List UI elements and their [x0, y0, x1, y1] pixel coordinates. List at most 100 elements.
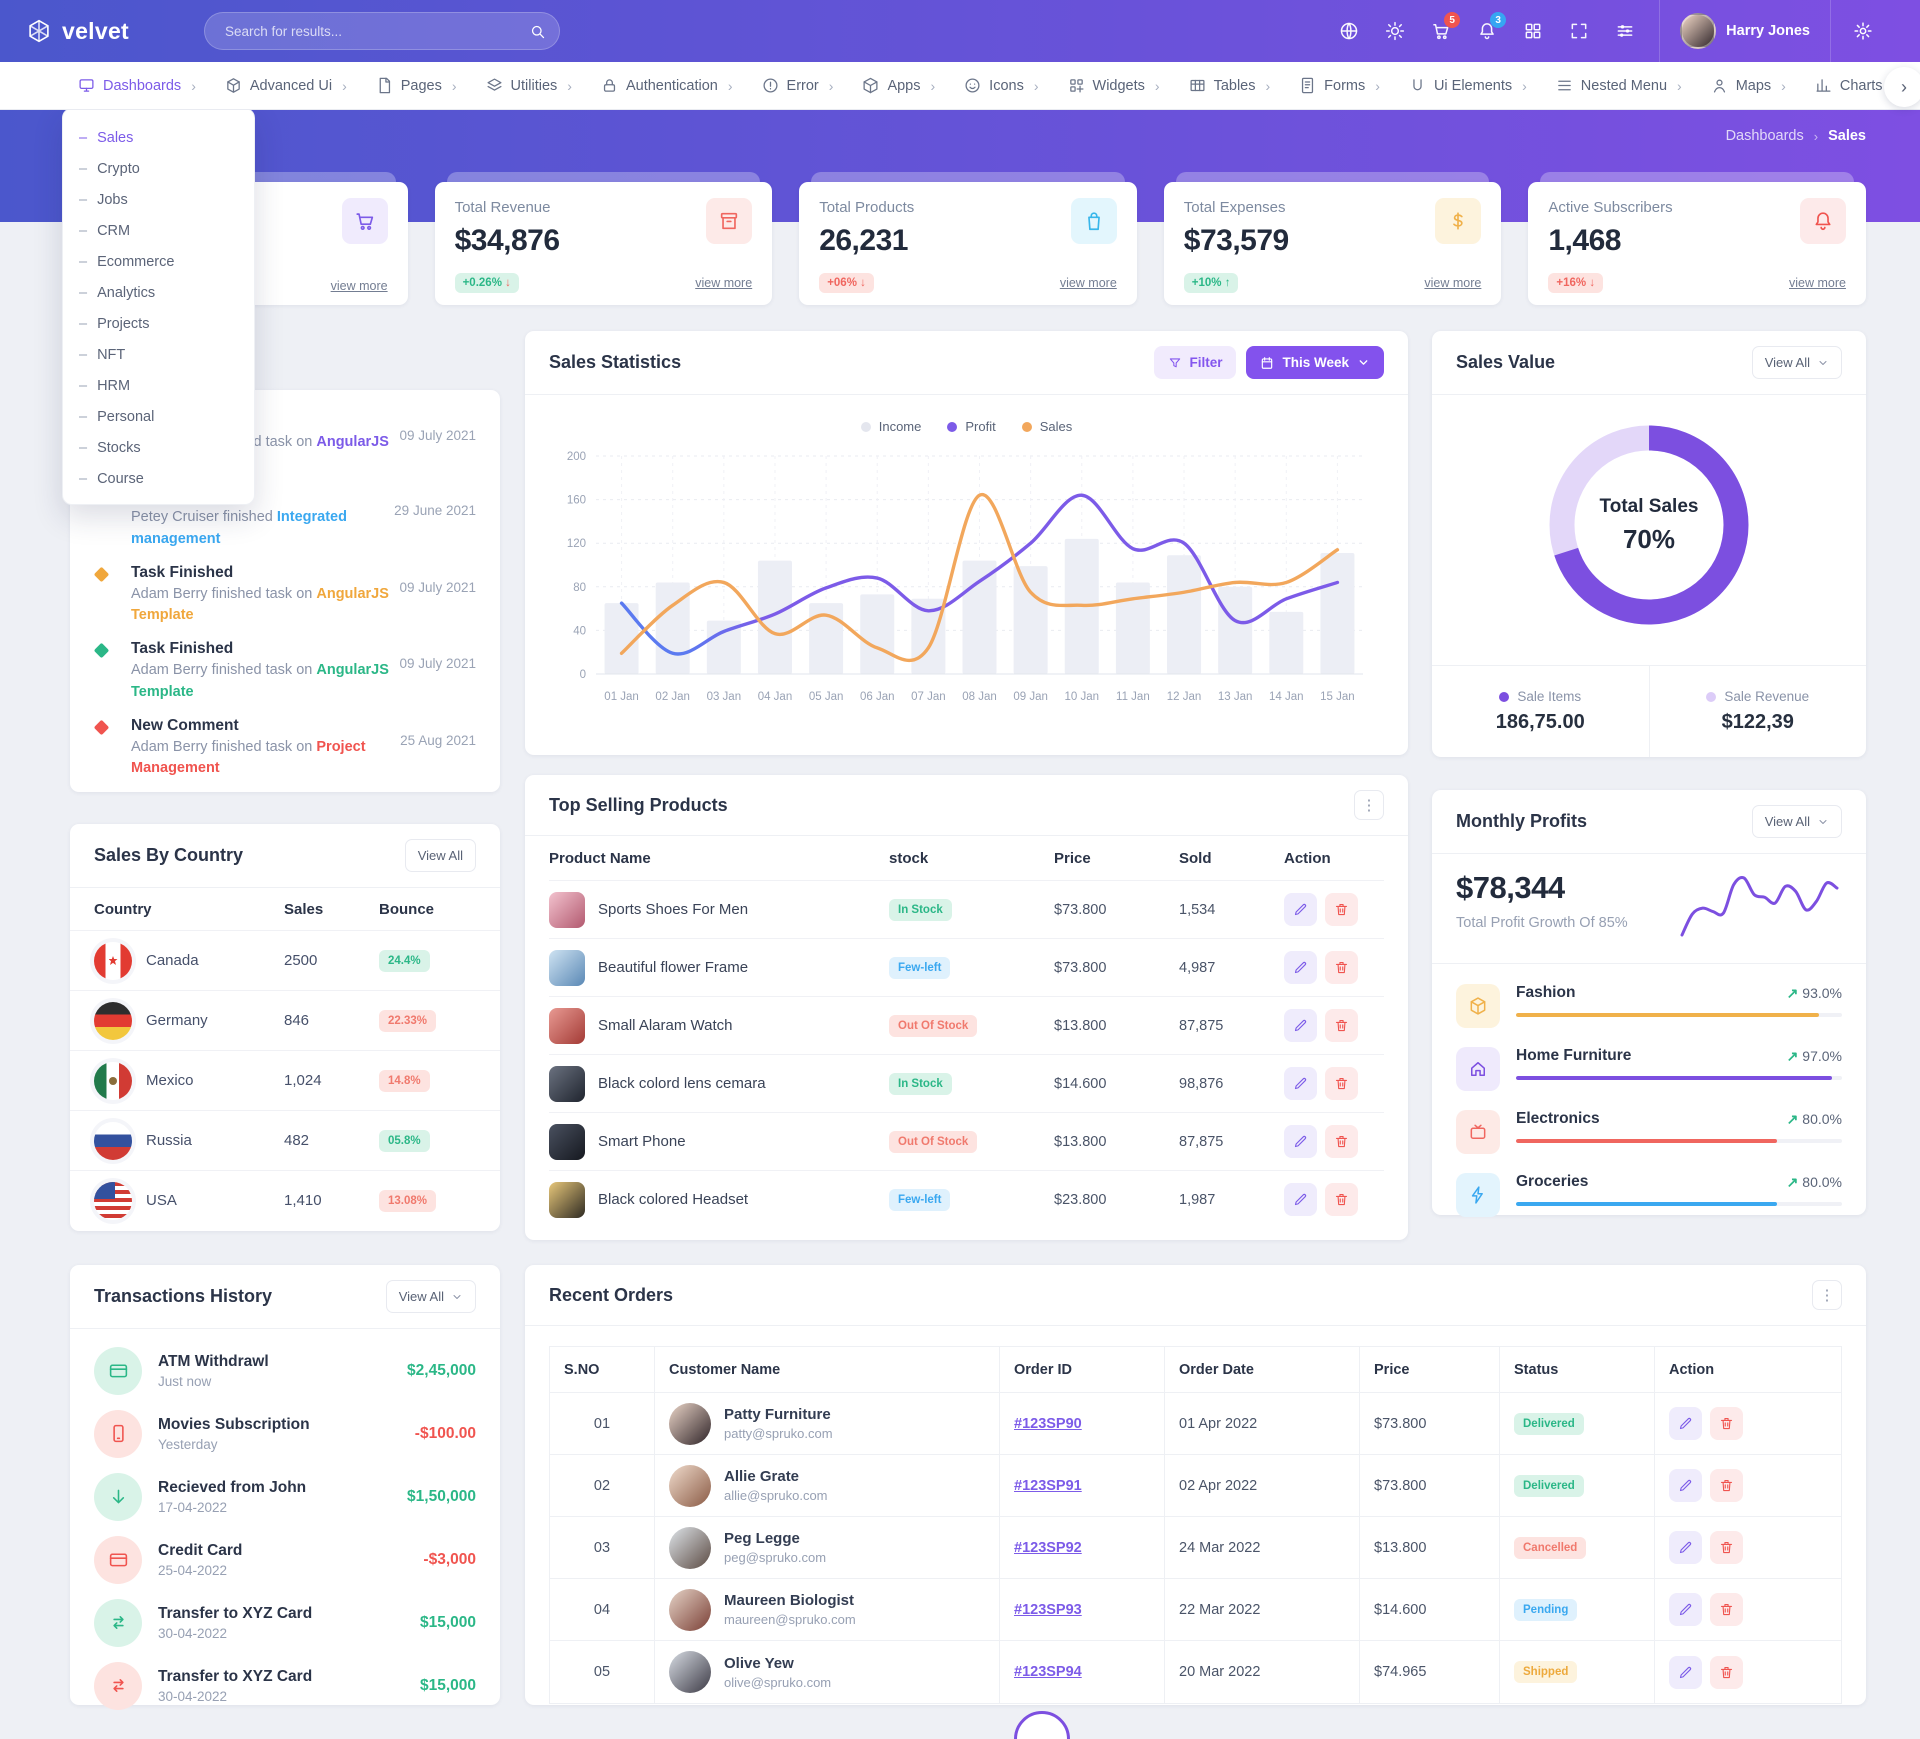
transaction-row-atm-withdrawl[interactable]: ATM Withdrawl Just now $2,45,000	[70, 1339, 500, 1402]
timeline-link[interactable]: AngularJS	[316, 434, 389, 450]
timeline-link[interactable]: AngularJS Template	[131, 585, 389, 624]
fullscreen-icon[interactable]	[1559, 11, 1599, 51]
menubar-item-icons[interactable]: Icons ›	[964, 77, 1039, 94]
settings-gear-icon[interactable]	[1830, 0, 1894, 62]
country-row-germany[interactable]: Germany 846 22.33%	[70, 990, 500, 1050]
product-row-black-colord-lens-cemara[interactable]: Black colord lens cemara In Stock $14.600 9…	[549, 1054, 1384, 1112]
menubar-item-apps[interactable]: Apps ›	[862, 77, 935, 94]
menubar-item-widgets[interactable]: Widgets ›	[1068, 77, 1160, 94]
monthly-profits-view-all-button[interactable]: View All	[1751, 805, 1842, 838]
menubar-item-dashboards[interactable]: Dashboards ›	[78, 77, 196, 94]
dropdown-item-course[interactable]: – Course	[79, 470, 144, 487]
filter-button[interactable]: Filter	[1154, 346, 1237, 379]
menubar-item-ui-elements[interactable]: Ui Elements ›	[1409, 77, 1527, 94]
dropdown-item-sales[interactable]: – Sales	[79, 129, 134, 146]
transaction-row-movies-subscription[interactable]: Movies Subscription Yesterday -$100.00	[70, 1402, 500, 1465]
delete-button[interactable]	[1325, 1183, 1358, 1216]
transaction-row-transfer-to-xyz-card[interactable]: Transfer to XYZ Card 30-04-2022 $15,000	[70, 1591, 500, 1654]
sun-icon[interactable]	[1375, 11, 1415, 51]
transaction-row-recieved-from-john[interactable]: Recieved from John 17-04-2022 $1,50,000	[70, 1465, 500, 1528]
order-id-link[interactable]: #123SP93	[1014, 1601, 1082, 1618]
menubar-item-utilities[interactable]: Utilities ›	[486, 77, 572, 94]
edit-button[interactable]	[1669, 1531, 1702, 1564]
view-more-link[interactable]: view more	[1059, 276, 1117, 290]
dropdown-item-jobs[interactable]: – Jobs	[79, 191, 128, 208]
timeline-link[interactable]: Project Management	[131, 738, 366, 777]
dropdown-item-ecommerce[interactable]: – Ecommerce	[79, 253, 175, 270]
menubar-item-nested-menu[interactable]: Nested Menu ›	[1556, 77, 1682, 94]
view-more-link[interactable]: view more	[695, 276, 753, 290]
sliders-icon[interactable]	[1605, 11, 1645, 51]
edit-button[interactable]	[1284, 1009, 1317, 1042]
dropdown-item-stocks[interactable]: – Stocks	[79, 439, 141, 456]
menubar-item-pages[interactable]: Pages ›	[376, 77, 457, 94]
scroll-top-fab[interactable]	[1014, 1711, 1070, 1739]
dropdown-item-crypto[interactable]: – Crypto	[79, 160, 140, 177]
order-row-04[interactable]: 04 Maureen Biologist maureen@spruko.com #12…	[550, 1579, 1841, 1641]
sales-value-view-all-button[interactable]: View All	[1751, 346, 1842, 379]
transaction-row-credit-card[interactable]: Credit Card 25-04-2022 -$3,000	[70, 1528, 500, 1591]
menubar-item-forms[interactable]: Forms ›	[1299, 77, 1380, 94]
delete-button[interactable]	[1325, 1125, 1358, 1158]
dropdown-item-nft[interactable]: – NFT	[79, 346, 126, 363]
brand[interactable]: velvet	[26, 18, 204, 45]
menubar-overflow-button[interactable]: ›	[1884, 67, 1920, 107]
sales-by-country-view-all-button[interactable]: View All	[404, 839, 476, 872]
delete-button[interactable]	[1710, 1655, 1743, 1689]
menubar-item-advanced-ui[interactable]: Advanced Ui ›	[225, 77, 347, 94]
order-row-05[interactable]: 05 Olive Yew olive@spruko.com #123SP94 20 Ma…	[550, 1641, 1841, 1703]
globe-icon[interactable]	[1329, 11, 1369, 51]
view-more-link[interactable]: view more	[1789, 276, 1846, 290]
order-row-01[interactable]: 01 Patty Furniture patty@spruko.com #123SP9…	[550, 1393, 1841, 1455]
product-row-beautiful-flower-frame[interactable]: Beautiful flower Frame Few-left $73.800 4,9…	[549, 938, 1384, 996]
dropdown-item-projects[interactable]: – Projects	[79, 315, 150, 332]
recent-orders-kebab-menu-icon[interactable]: ⋮	[1812, 1280, 1842, 1310]
delete-button[interactable]	[1710, 1407, 1743, 1440]
grid-icon[interactable]	[1513, 11, 1553, 51]
cart-icon[interactable]: 5	[1421, 11, 1461, 51]
breadcrumb-section[interactable]: Dashboards	[1725, 128, 1804, 144]
legend-sales[interactable]: Sales	[1021, 419, 1072, 434]
edit-button[interactable]	[1284, 1183, 1317, 1216]
menubar-item-error[interactable]: Error ›	[762, 77, 833, 94]
edit-button[interactable]	[1669, 1469, 1702, 1502]
transactions-view-all-button[interactable]: View All	[385, 1280, 476, 1313]
delete-button[interactable]	[1325, 893, 1358, 926]
edit-button[interactable]	[1669, 1655, 1702, 1689]
timeline-link[interactable]: Integrated management	[131, 509, 347, 547]
menubar-item-maps[interactable]: Maps ›	[1711, 77, 1786, 94]
delete-button[interactable]	[1325, 1067, 1358, 1100]
edit-button[interactable]	[1284, 1125, 1317, 1158]
bell-icon[interactable]: 3	[1467, 11, 1507, 51]
edit-button[interactable]	[1669, 1593, 1702, 1626]
transaction-row-transfer-to-xyz-card[interactable]: Transfer to XYZ Card 30-04-2022 $15,000	[70, 1654, 500, 1717]
search-icon[interactable]	[515, 12, 559, 50]
order-row-02[interactable]: 02 Allie Grate allie@spruko.com #123SP91 02 …	[550, 1455, 1841, 1517]
delete-button[interactable]	[1710, 1469, 1743, 1502]
order-row-03[interactable]: 03 Peg Legge peg@spruko.com #123SP92 24 Mar …	[550, 1517, 1841, 1579]
country-row-mexico[interactable]: Mexico 1,024 14.8%	[70, 1050, 500, 1110]
order-id-link[interactable]: #123SP92	[1014, 1539, 1082, 1556]
dropdown-item-hrm[interactable]: – HRM	[79, 377, 131, 394]
top-selling-kebab-menu-icon[interactable]: ⋮	[1354, 790, 1384, 820]
this-week-button[interactable]: This Week	[1246, 346, 1384, 379]
delete-button[interactable]	[1710, 1531, 1743, 1564]
delete-button[interactable]	[1325, 951, 1358, 984]
view-more-link[interactable]: view more	[1424, 276, 1482, 290]
menubar-item-tables[interactable]: Tables ›	[1189, 77, 1270, 94]
timeline-link[interactable]: AngularJS Template	[131, 662, 389, 700]
product-row-small-alaram-watch[interactable]: Small Alaram Watch Out Of Stock $13.800 87,…	[549, 996, 1384, 1054]
edit-button[interactable]	[1284, 951, 1317, 984]
country-row-russia[interactable]: Russia 482 05.8%	[70, 1110, 500, 1170]
edit-button[interactable]	[1284, 893, 1317, 926]
dropdown-item-analytics[interactable]: – Analytics	[79, 284, 156, 301]
product-row-sports-shoes-for-men[interactable]: Sports Shoes For Men In Stock $73.800 1,534	[549, 880, 1384, 938]
order-id-link[interactable]: #123SP91	[1014, 1477, 1082, 1494]
delete-button[interactable]	[1710, 1593, 1743, 1626]
country-row-usa[interactable]: USA 1,410 13.08%	[70, 1170, 500, 1230]
menubar-item-authentication[interactable]: Authentication ›	[601, 77, 733, 94]
order-id-link[interactable]: #123SP94	[1014, 1664, 1082, 1680]
edit-button[interactable]	[1284, 1067, 1317, 1100]
legend-income[interactable]: Income	[860, 419, 921, 434]
legend-profit[interactable]: Profit	[947, 419, 996, 434]
